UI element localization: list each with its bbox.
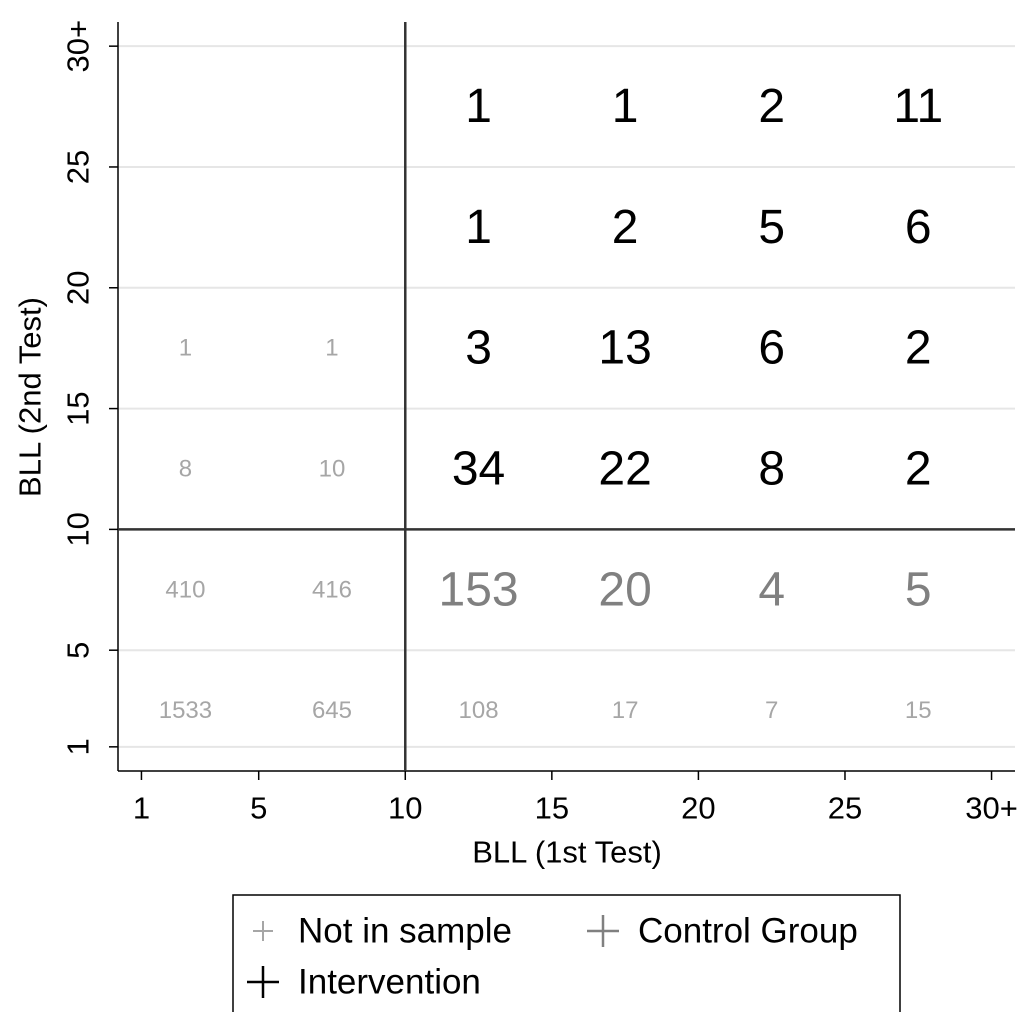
y-tick-label: 10 <box>61 512 96 546</box>
count-label: 3 <box>465 322 492 375</box>
x-tick-label: 10 <box>388 791 422 826</box>
y-tick-label: 15 <box>61 391 96 425</box>
count-label: 1 <box>179 335 192 362</box>
x-tick-label: 25 <box>828 791 862 826</box>
count-label: 1 <box>465 80 492 133</box>
count-label: 15 <box>905 697 932 724</box>
count-label: 1 <box>325 335 338 362</box>
count-label: 22 <box>598 442 651 495</box>
count-label: 410 <box>165 576 205 603</box>
count-label: 1533 <box>159 697 212 724</box>
legend-marker <box>253 921 273 941</box>
legend-marker <box>247 966 279 998</box>
count-label: 13 <box>598 322 651 375</box>
count-label: 17 <box>612 697 639 724</box>
count-label: 6 <box>905 201 932 254</box>
y-tick-label: 1 <box>61 738 96 755</box>
y-tick-label: 30+ <box>61 20 96 73</box>
x-tick-label: 5 <box>250 791 267 826</box>
legend-box <box>232 894 901 1012</box>
count-label: 4 <box>758 563 785 616</box>
count-label: 2 <box>905 442 932 495</box>
count-label: 645 <box>312 697 352 724</box>
y-tick-label: 20 <box>61 271 96 305</box>
x-tick-label: 20 <box>681 791 715 826</box>
legend-label: Control Group <box>638 912 858 951</box>
count-label: 108 <box>459 697 499 724</box>
legend-label: Intervention <box>298 963 481 1002</box>
x-axis-title: BLL (1st Test) <box>472 835 662 870</box>
y-tick-label: 5 <box>61 642 96 659</box>
y-tick-label: 25 <box>61 150 96 184</box>
x-tick-label: 30+ <box>965 791 1018 826</box>
x-tick-label: 15 <box>535 791 569 826</box>
count-label: 20 <box>598 563 651 616</box>
count-label: 5 <box>905 563 932 616</box>
count-label: 8 <box>179 455 192 482</box>
count-label: 1 <box>612 80 639 133</box>
count-label: 10 <box>319 455 346 482</box>
count-label: 2 <box>612 201 639 254</box>
count-label: 2 <box>758 80 785 133</box>
count-label: 5 <box>758 201 785 254</box>
y-axis-title: BLL (2nd Test) <box>13 297 48 497</box>
legend-marker <box>587 915 619 947</box>
x-tick-label: 1 <box>133 791 150 826</box>
count-label: 8 <box>758 442 785 495</box>
count-label: 34 <box>452 442 505 495</box>
count-label: 1 <box>465 201 492 254</box>
legend-label: Not in sample <box>298 912 512 951</box>
count-label: 7 <box>765 697 778 724</box>
count-label: 11 <box>893 80 943 133</box>
count-label: 153 <box>439 563 519 616</box>
count-label: 416 <box>312 576 352 603</box>
count-label: 2 <box>905 322 932 375</box>
count-label: 6 <box>758 322 785 375</box>
